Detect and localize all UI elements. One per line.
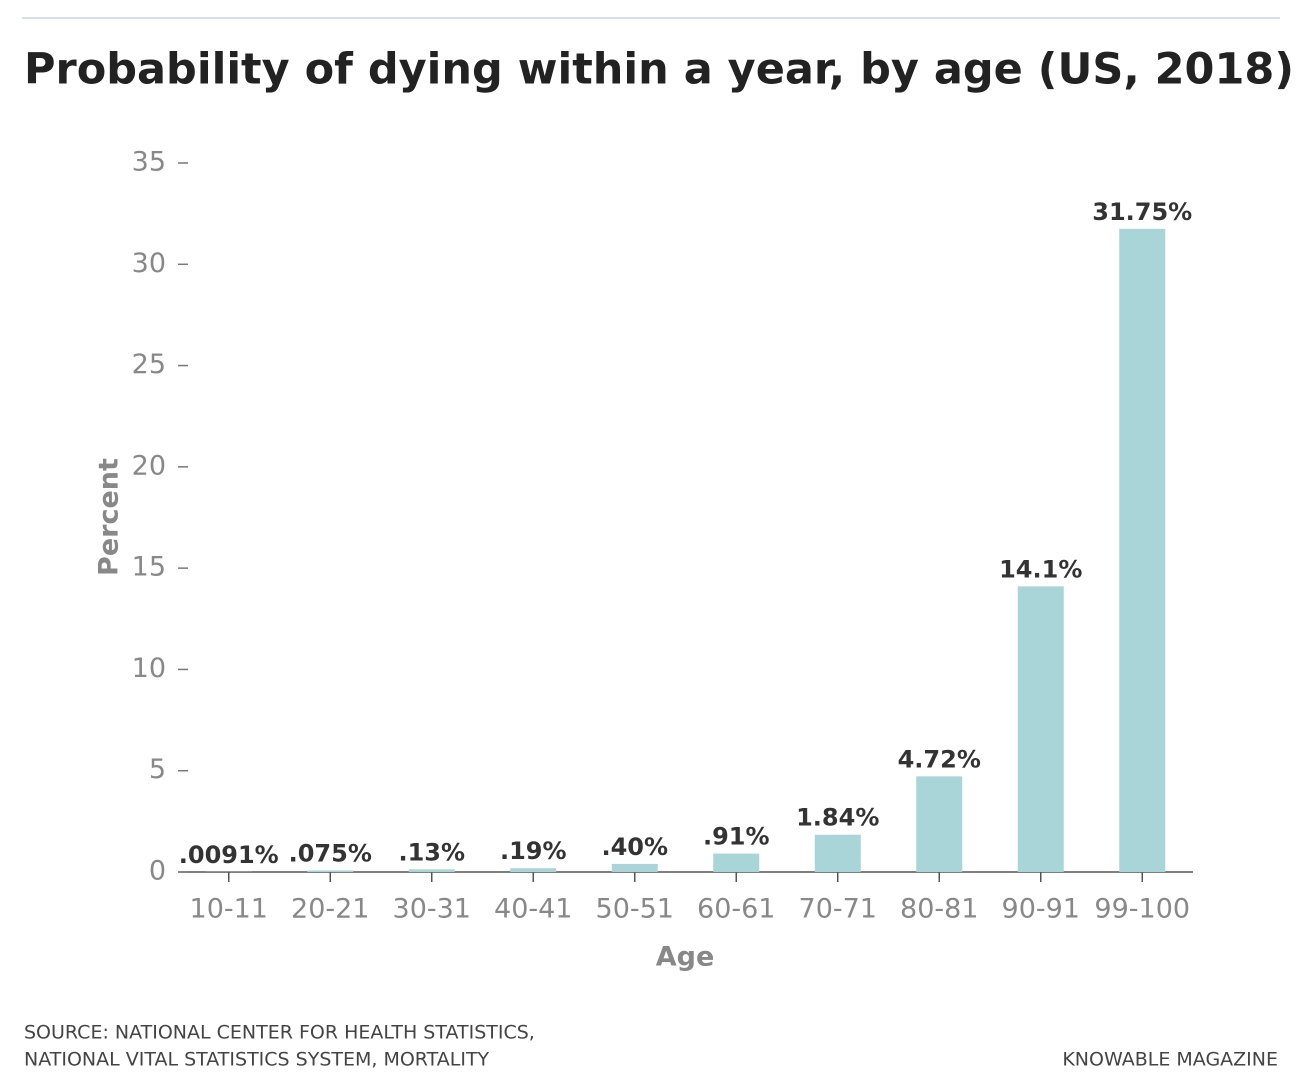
y-tick-label: 30 [132,248,166,279]
x-tick-label: 80-81 [900,894,978,925]
value-label: .075% [289,839,372,867]
value-label: 14.1% [999,555,1082,583]
bar [1017,586,1064,872]
x-tick-label: 40-41 [494,894,572,925]
x-tick-label: 99-100 [1094,894,1190,925]
y-tick-label: 5 [149,754,166,785]
value-label: 31.75% [1092,198,1192,226]
x-tick-label: 90-91 [1002,894,1080,925]
credit: KNOWABLE MAGAZINE [1062,1049,1278,1071]
x-tick-label: 50-51 [596,894,674,925]
value-label: .0091% [179,841,279,869]
value-label: .19% [500,837,567,865]
x-tick-label: 20-21 [291,894,369,925]
value-label: .91% [703,823,770,851]
bar [510,868,557,872]
y-tick-label: 0 [149,856,166,887]
bar [713,853,760,872]
x-tick-label: 60-61 [697,894,775,925]
y-tick-label: 35 [132,147,166,178]
bar [814,834,861,872]
x-tick-label: 10-11 [190,894,268,925]
y-axis-label: Percent [94,458,125,576]
y-tick-label: 20 [132,450,166,481]
bar [611,863,658,872]
bar [307,870,354,872]
source-line: NATIONAL VITAL STATISTICS SYSTEM, MORTAL… [24,1049,490,1071]
y-tick-label: 10 [132,653,166,684]
value-label: .13% [398,838,465,866]
value-label: .40% [601,833,668,861]
bar [408,869,455,872]
source-line: SOURCE: NATIONAL CENTER FOR HEALTH STATI… [24,1022,535,1044]
y-tick-label: 25 [132,349,166,380]
bar [1119,228,1166,873]
y-tick-label: 15 [132,552,166,583]
value-label: 4.72% [898,745,981,773]
x-tick-label: 70-71 [799,894,877,925]
x-axis-label: Age [656,942,715,973]
bar [916,776,963,872]
x-tick-label: 30-31 [393,894,471,925]
value-label: 1.84% [796,804,879,832]
chart-title: Probability of dying within a year, by a… [24,45,1294,95]
